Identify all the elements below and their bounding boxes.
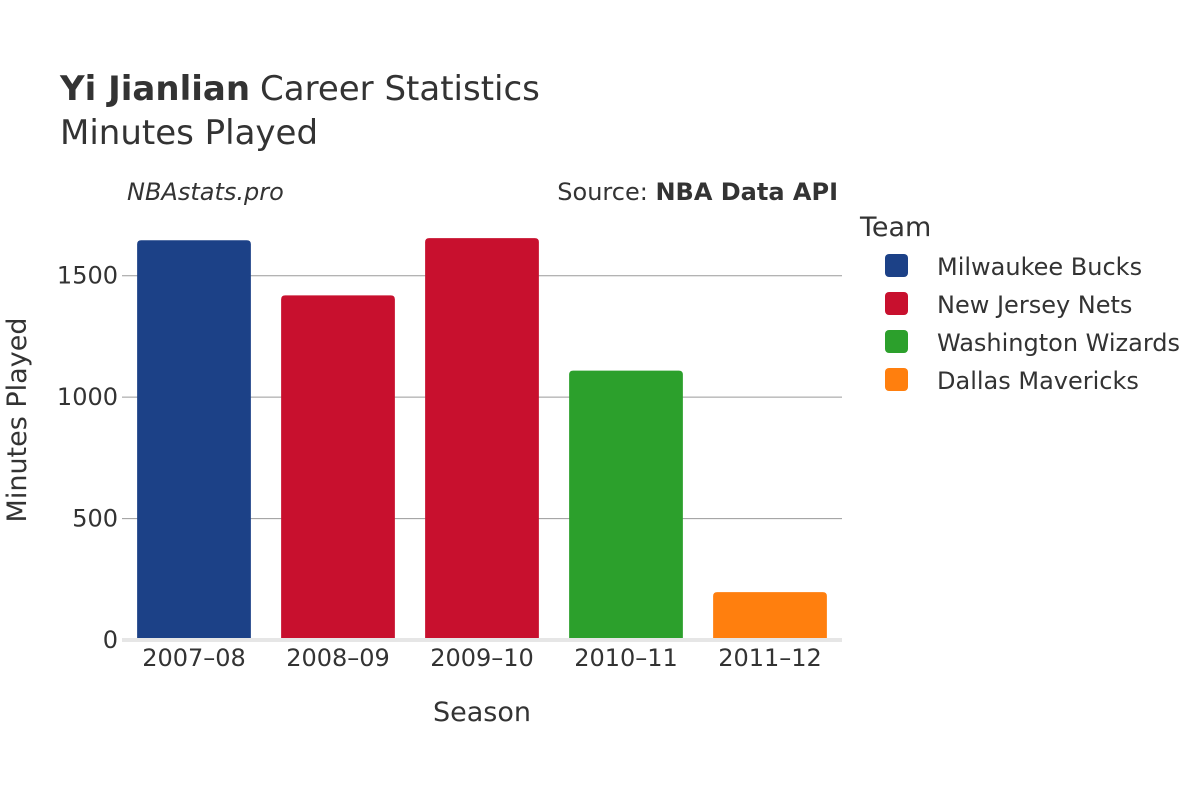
watermark: NBAstats.pro <box>127 178 284 206</box>
source-note: Source: NBA Data API <box>557 178 838 206</box>
bar <box>281 295 395 640</box>
x-tick-label: 2010–11 <box>574 644 678 672</box>
legend-label: Milwaukee Bucks <box>937 253 1142 281</box>
legend-label: Washington Wizards <box>937 329 1180 357</box>
legend-swatch <box>885 330 908 353</box>
x-tick-label: 2011–12 <box>718 644 822 672</box>
bar <box>137 240 251 640</box>
y-tick-label: 1000 <box>57 383 118 411</box>
legend-label: New Jersey Nets <box>937 291 1132 319</box>
x-tick-label: 2008–09 <box>286 644 390 672</box>
x-axis-title: Season <box>433 697 531 728</box>
y-axis-ticks: 0 500 1000 1500 <box>57 262 118 654</box>
title-suffix: Career Statistics <box>260 69 540 109</box>
y-tick-label: 1500 <box>57 262 118 290</box>
legend-swatch <box>885 254 908 277</box>
x-tick-label: 2009–10 <box>430 644 534 672</box>
legend-title: Team <box>859 212 931 243</box>
chart-subtitle: Minutes Played <box>60 113 318 153</box>
legend-swatch <box>885 292 908 315</box>
y-tick-label: 0 <box>103 626 118 654</box>
source-name: NBA Data API <box>655 178 838 206</box>
bar <box>425 238 539 641</box>
y-axis-title: Minutes Played <box>2 318 33 523</box>
legend-swatch <box>885 368 908 391</box>
y-tick-label: 500 <box>72 505 118 533</box>
chart-title: Yi Jianlian Career Statistics <box>59 69 540 109</box>
bars <box>137 238 827 641</box>
title-player-name: Yi Jianlian <box>59 69 250 109</box>
x-tick-label: 2007–08 <box>142 644 246 672</box>
legend-label: Dallas Mavericks <box>937 367 1139 395</box>
x-axis-ticks: 2007–08 2008–09 2009–10 2010–11 2011–12 <box>142 644 822 672</box>
source-prefix: Source: <box>557 178 655 206</box>
bar <box>569 370 683 640</box>
bar <box>713 592 827 640</box>
legend: Milwaukee Bucks New Jersey Nets Washington… <box>885 253 1180 395</box>
